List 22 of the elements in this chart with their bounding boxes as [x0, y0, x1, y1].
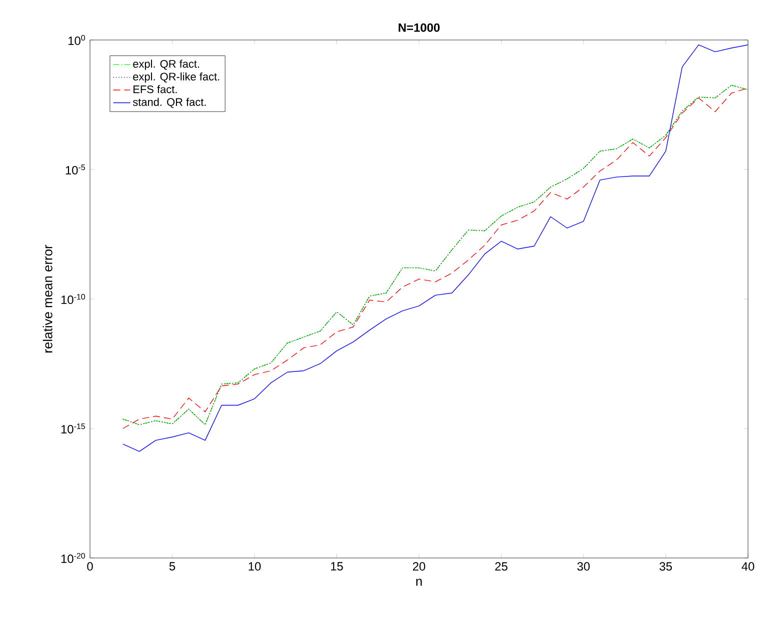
x-tick-label: 35 [660, 562, 672, 571]
y-tick-label: 10$^{0}$ [68, 34, 86, 45]
x-tick-label: 15 [331, 562, 343, 571]
x-tick-label: 0 [87, 562, 93, 571]
legend-label: stand. QR fact. [132, 98, 206, 108]
legend-label: EFS fact. [134, 85, 177, 94]
y-axis-title: relative mean error [42, 244, 52, 352]
x-axis-title: n [416, 578, 422, 586]
chart-title: N=1000 [398, 23, 440, 32]
x-tick-label: 5 [169, 562, 176, 571]
x-tick-label: 30 [577, 562, 590, 571]
x-tick-label: 10 [248, 562, 261, 571]
x-tick-label: 40 [742, 562, 754, 571]
y-tick-label: 10$^{-15}$ [61, 424, 85, 434]
y-tick-label: 10$^{-5}$ [66, 164, 85, 174]
x-tick-label: 20 [412, 562, 426, 571]
legend-label: expl. QR fact. [133, 60, 200, 70]
line-series [122, 44, 748, 452]
legend-label: expl. QR-like fact. [133, 72, 220, 83]
y-tick-label: 10$^{-20}$ [61, 552, 86, 563]
x-tick-label: 25 [495, 562, 508, 571]
y-tick-label: 10$^{-10}$ [61, 294, 86, 304]
